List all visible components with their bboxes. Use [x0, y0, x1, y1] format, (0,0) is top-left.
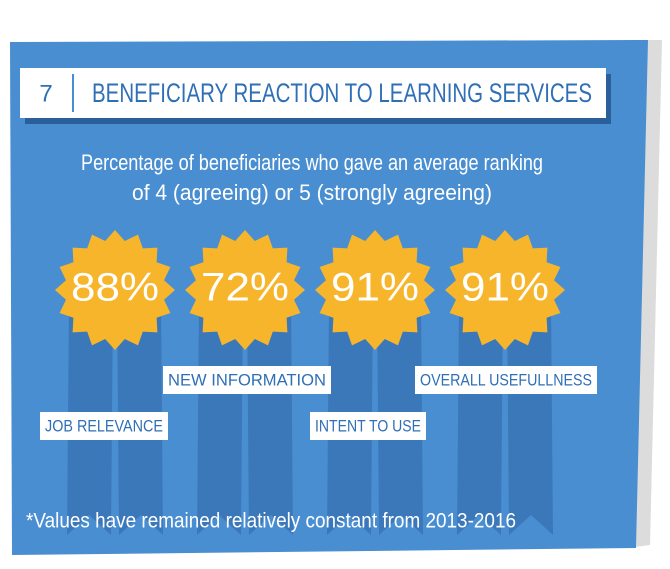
ribbon-tail [457, 300, 503, 535]
label-box [163, 366, 331, 394]
badge-label: INTENT TO USE [315, 416, 421, 435]
badge-label: NEW INFORMATION [168, 370, 326, 389]
badge-value: 91% [461, 266, 549, 310]
ribbon-tail [197, 300, 243, 535]
ribbon-tail [507, 300, 553, 535]
header-box [20, 68, 606, 118]
badge-label: JOB RELEVANCE [45, 416, 163, 435]
badge-star [185, 230, 305, 350]
badge-star [315, 230, 435, 350]
badge-value: 88% [71, 266, 159, 310]
badge-label: OVERALL USEFULLNESS [420, 370, 592, 389]
badges: 88% JOB RELEVANCE 72% NEW INFORMATION 91% INT… [40, 230, 597, 440]
badge-star [445, 230, 565, 350]
label-box [415, 366, 597, 394]
badge-value: 72% [201, 266, 289, 310]
header-title: BENEFICIARY REACTION TO LEARNING SERVICE… [92, 78, 592, 108]
subtitle-line: of 4 (agreeing) or 5 (strongly agreeing) [132, 180, 492, 205]
label-box [310, 412, 426, 440]
badge-value: 91% [331, 266, 419, 310]
ribbon-tail [247, 300, 293, 535]
footnote: *Values have remained relatively constan… [26, 510, 516, 533]
label-box [40, 412, 168, 440]
badge-star [55, 230, 175, 350]
subtitle-line: Percentage of beneficiaries who gave an … [81, 150, 543, 175]
header-number: 7 [39, 80, 52, 107]
